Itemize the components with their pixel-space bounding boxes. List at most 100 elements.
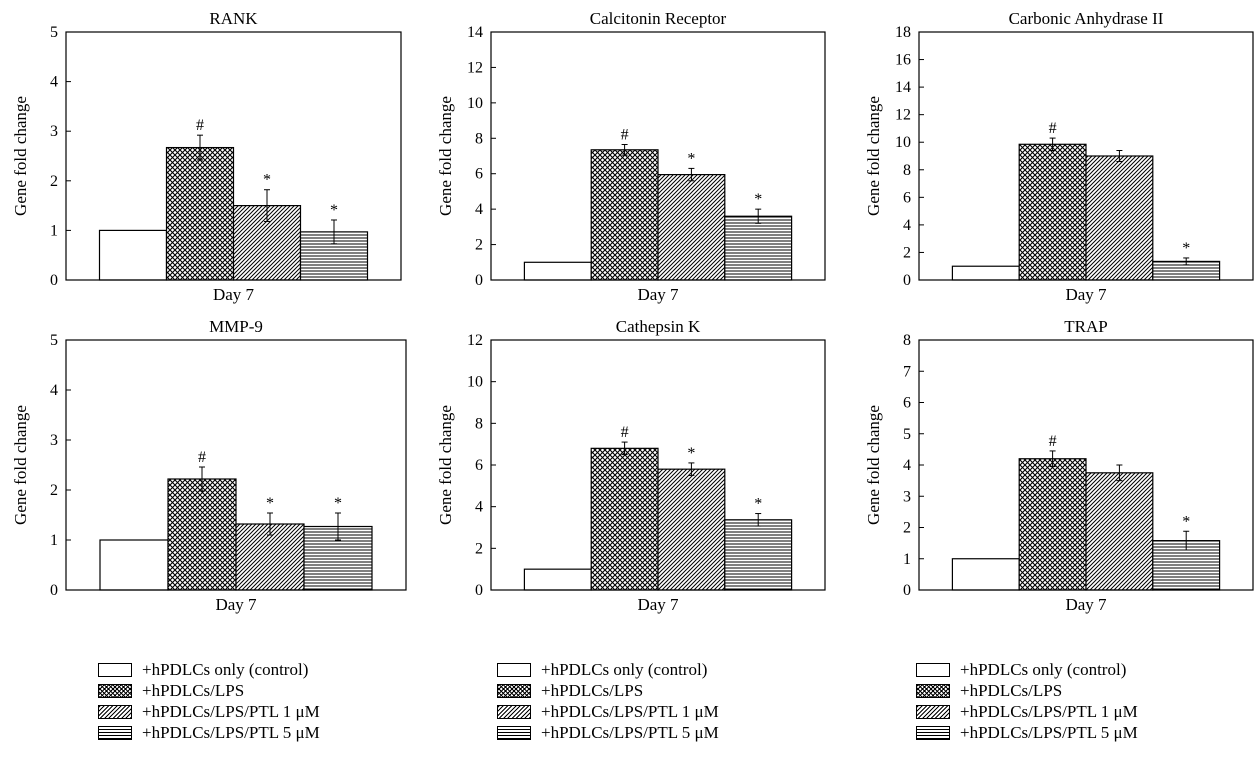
- chart-panel-2: Calcitonin Receptor # * * 0 2 4 6 8 10 12 14 Day 7 Ge…: [436, 9, 826, 304]
- y-axis-label: Gene fold change: [864, 405, 883, 525]
- y-tick-label: 6: [903, 395, 911, 412]
- y-tick-label: 16: [895, 52, 911, 69]
- bar-4: [724, 519, 793, 591]
- x-axis-label: Day 7: [637, 595, 679, 614]
- chart-panel-6: TRAP # * 0 1 2 3 4 5 6 7 8 Day 7 Gene fold change: [864, 317, 1254, 614]
- significance-mark: #: [1049, 433, 1057, 450]
- chart-title: RANK: [209, 9, 258, 28]
- y-axis-label: Gene fold change: [11, 405, 30, 525]
- legend-swatch: [916, 705, 950, 719]
- legend-item: +hPDLCs/LPS/PTL 5 μM: [497, 723, 719, 743]
- y-tick-label: 2: [475, 237, 483, 254]
- significance-mark: *: [754, 496, 762, 513]
- y-tick-label: 10: [467, 374, 483, 391]
- y-tick-label: 2: [475, 540, 483, 557]
- chart-title: Cathepsin K: [616, 317, 701, 336]
- y-tick-label: 4: [475, 499, 483, 516]
- bar-1: [951, 558, 1020, 591]
- y-tick-label: 8: [903, 332, 911, 349]
- chart-panel-1: RANK # * * 0 1 2 3 4 5 Day 7 Gene fold change: [11, 9, 402, 304]
- chart-panel-3: Carbonic Anhydrase II # * 0 2 4 6 8 10 12 14 16 18 Da…: [864, 9, 1254, 304]
- bar-3: [1085, 155, 1154, 281]
- chart-title: Carbonic Anhydrase II: [1009, 9, 1164, 28]
- legend-label: +hPDLCs only (control): [142, 660, 309, 679]
- y-tick-label: 8: [475, 130, 483, 147]
- significance-mark: #: [621, 126, 629, 143]
- legend-item: +hPDLCs/LPS: [916, 681, 1062, 701]
- chart-title: MMP-9: [209, 317, 263, 336]
- x-axis-label: Day 7: [215, 595, 257, 614]
- y-tick-label: 6: [475, 166, 483, 183]
- y-tick-label: 14: [467, 24, 483, 41]
- y-tick-label: 3: [50, 432, 58, 449]
- y-tick-label: 2: [903, 520, 911, 537]
- legend-item: +hPDLCs/LPS/PTL 1 μM: [916, 702, 1138, 722]
- y-axis-label: Gene fold change: [436, 96, 455, 216]
- bar-2: [590, 447, 659, 591]
- significance-mark: *: [1182, 240, 1190, 257]
- legend-swatch: [916, 663, 950, 677]
- bar-2: [165, 146, 235, 281]
- y-tick-label: 0: [50, 582, 58, 599]
- legend-label: +hPDLCs only (control): [541, 660, 708, 679]
- legend-item: +hPDLCs/LPS/PTL 1 μM: [98, 702, 320, 722]
- y-tick-label: 2: [50, 173, 58, 190]
- x-axis-label: Day 7: [637, 285, 679, 304]
- legend-label: +hPDLCs only (control): [960, 660, 1127, 679]
- y-tick-label: 8: [475, 415, 483, 432]
- y-tick-label: 5: [903, 426, 911, 443]
- y-axis-label: Gene fold change: [864, 96, 883, 216]
- bar-1: [951, 265, 1020, 281]
- y-tick-label: 4: [50, 382, 58, 399]
- bar-1: [98, 229, 168, 281]
- y-tick-label: 10: [467, 95, 483, 112]
- legend-label: +hPDLCs/LPS/PTL 5 μM: [960, 723, 1138, 742]
- bar-3: [1085, 472, 1154, 591]
- bar-4: [724, 215, 793, 281]
- y-tick-label: 2: [50, 482, 58, 499]
- significance-mark: *: [1182, 513, 1190, 530]
- significance-mark: *: [263, 172, 271, 189]
- y-tick-label: 6: [475, 457, 483, 474]
- significance-mark: *: [334, 495, 342, 512]
- bar-2: [1018, 458, 1087, 591]
- significance-mark: #: [198, 449, 206, 466]
- x-axis-label: Day 7: [1065, 285, 1107, 304]
- y-tick-label: 12: [895, 107, 911, 124]
- y-axis-label: Gene fold change: [436, 405, 455, 525]
- y-tick-label: 4: [475, 201, 483, 218]
- legend-label: +hPDLCs/LPS/PTL 5 μM: [142, 723, 320, 742]
- chart-title: TRAP: [1064, 317, 1107, 336]
- legend-label: +hPDLCs/LPS/PTL 1 μM: [142, 702, 320, 721]
- y-tick-label: 1: [50, 222, 58, 239]
- legend-label: +hPDLCs/LPS/PTL 5 μM: [541, 723, 719, 742]
- x-axis-label: Day 7: [213, 285, 255, 304]
- legend-swatch: [98, 705, 132, 719]
- y-tick-label: 10: [895, 134, 911, 151]
- significance-mark: *: [330, 202, 338, 219]
- y-tick-label: 6: [903, 189, 911, 206]
- y-tick-label: 12: [467, 332, 483, 349]
- significance-mark: *: [687, 445, 695, 462]
- significance-mark: #: [1049, 120, 1057, 137]
- y-axis-label: Gene fold change: [11, 96, 30, 216]
- plot-frame: [65, 339, 407, 591]
- legend-item: +hPDLCs/LPS/PTL 5 μM: [98, 723, 320, 743]
- legend-swatch: [916, 684, 950, 698]
- y-tick-label: 0: [475, 582, 483, 599]
- legend-label: +hPDLCs/LPS: [541, 681, 644, 700]
- chart-panel-4: MMP-9 # * * 0 1 2 3 4 5 Day 7 Gene fold change: [11, 317, 407, 614]
- chart-panel-5: Cathepsin K # * * 0 2 4 6 8 10 12 Day 7 Gene fold ch…: [436, 317, 826, 614]
- legend-swatch: [497, 705, 531, 719]
- legend-label: +hPDLCs/LPS: [960, 681, 1063, 700]
- y-tick-label: 5: [50, 332, 58, 349]
- bar-1: [99, 539, 169, 591]
- significance-mark: *: [687, 150, 695, 167]
- legend-item: +hPDLCs only (control): [497, 660, 707, 680]
- legend-swatch: [497, 663, 531, 677]
- legend-swatch: [916, 726, 950, 740]
- bar-1: [523, 568, 592, 591]
- y-tick-label: 0: [475, 272, 483, 289]
- significance-mark: *: [266, 495, 274, 512]
- legend-label: +hPDLCs/LPS/PTL 1 μM: [541, 702, 719, 721]
